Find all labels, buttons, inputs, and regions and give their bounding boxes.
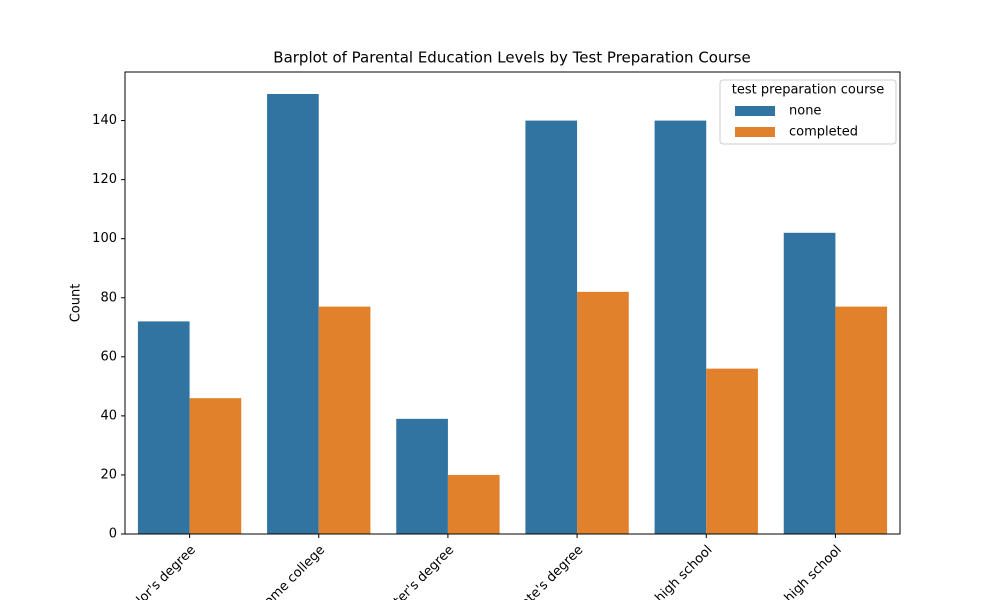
x-tick-label: master's degree <box>372 543 457 600</box>
y-tick-label: 20 <box>100 467 117 482</box>
bar <box>189 398 242 534</box>
legend-title: test preparation course <box>732 83 884 98</box>
x-tick-label: high school <box>653 543 716 600</box>
legend-swatch <box>735 127 775 137</box>
legend-label: completed <box>789 125 858 140</box>
y-tick-label: 80 <box>100 290 117 305</box>
bar <box>577 291 629 534</box>
y-tick-label: 40 <box>100 408 117 423</box>
bar <box>835 306 888 534</box>
legend-swatch <box>735 106 775 116</box>
x-tick-label: some high school <box>754 543 845 600</box>
bar <box>137 321 190 534</box>
bar <box>396 418 448 534</box>
bar <box>318 306 371 534</box>
bar <box>654 120 707 534</box>
x-tick-label: bachelor's degree <box>106 543 199 600</box>
chart-title: Barplot of Parental Education Levels by … <box>273 49 750 67</box>
y-tick-label: 60 <box>100 349 117 364</box>
y-tick-label: 120 <box>92 172 117 187</box>
y-tick-label: 140 <box>92 113 117 128</box>
bar <box>447 474 500 534</box>
y-axis-label: Count <box>69 284 84 323</box>
y-tick-label: 0 <box>109 527 117 542</box>
plot-frame <box>124 71 901 535</box>
bar <box>267 94 319 534</box>
x-tick-label: some college <box>257 543 328 600</box>
bar <box>706 368 758 534</box>
legend-label: none <box>789 104 821 119</box>
x-tick-label: associate's degree <box>490 543 586 600</box>
bar <box>783 232 836 535</box>
bar <box>525 120 578 534</box>
y-tick-label: 100 <box>92 231 117 246</box>
